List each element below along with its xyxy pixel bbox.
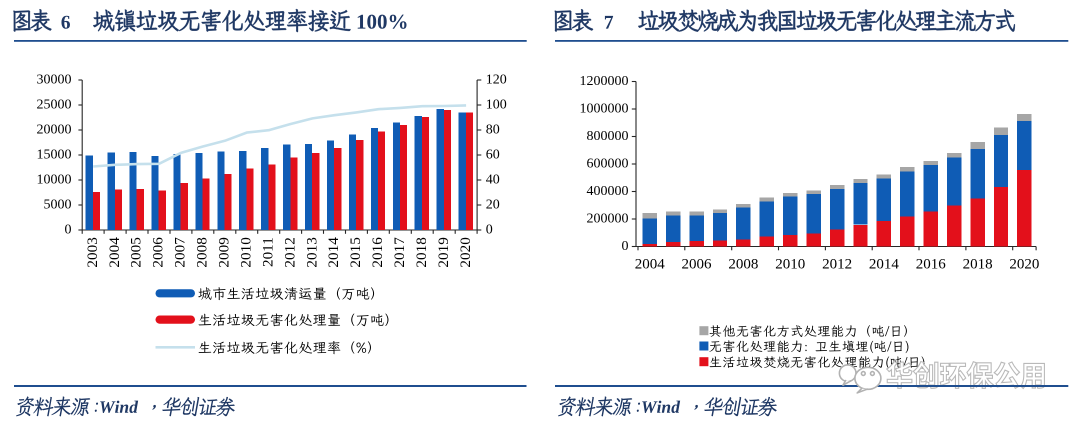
svg-text:25000: 25000 [37, 98, 72, 113]
svg-text:2020: 2020 [457, 237, 474, 268]
svg-text:20000: 20000 [37, 123, 72, 138]
svg-text:2005: 2005 [128, 237, 145, 267]
svg-text:2011: 2011 [259, 237, 276, 267]
svg-text:30000: 30000 [37, 73, 72, 88]
svg-text:2018: 2018 [963, 257, 993, 273]
svg-text:2006: 2006 [682, 257, 713, 273]
svg-text:0: 0 [622, 239, 629, 254]
svg-text:2003: 2003 [84, 237, 101, 267]
svg-text:2008: 2008 [194, 237, 211, 268]
svg-text:40: 40 [486, 173, 500, 188]
svg-text:80: 80 [486, 123, 500, 138]
svg-text:2010: 2010 [775, 257, 805, 273]
svg-text:15000: 15000 [37, 148, 72, 163]
svg-text:2004: 2004 [106, 237, 123, 268]
svg-text:2013: 2013 [303, 237, 320, 267]
svg-text:2019: 2019 [435, 237, 452, 267]
svg-text:2007: 2007 [172, 237, 189, 268]
svg-text:0: 0 [65, 223, 72, 238]
svg-text:200000: 200000 [587, 212, 629, 227]
svg-text:100: 100 [486, 98, 507, 113]
svg-text:2017: 2017 [391, 237, 408, 268]
svg-text:2006: 2006 [150, 237, 167, 268]
svg-text:1200000: 1200000 [580, 74, 629, 89]
svg-text:2004: 2004 [635, 257, 666, 273]
svg-text:2020: 2020 [1009, 257, 1039, 273]
svg-text:2009: 2009 [216, 237, 233, 267]
svg-text:2014: 2014 [869, 257, 900, 273]
svg-text:2016: 2016 [916, 257, 947, 273]
svg-text:2016: 2016 [369, 237, 386, 268]
svg-text:2012: 2012 [281, 237, 298, 267]
svg-text:1000000: 1000000 [580, 102, 629, 117]
svg-text:5000: 5000 [44, 198, 72, 213]
svg-text:2012: 2012 [822, 257, 852, 273]
svg-text:600000: 600000 [587, 157, 629, 172]
svg-text:800000: 800000 [587, 129, 629, 144]
svg-text:20: 20 [486, 198, 500, 213]
svg-text:0: 0 [486, 223, 493, 238]
svg-text:2014: 2014 [325, 237, 342, 268]
svg-text:400000: 400000 [587, 184, 629, 199]
svg-text:120: 120 [486, 73, 507, 88]
svg-text:2010: 2010 [237, 237, 254, 268]
svg-text:2018: 2018 [413, 237, 430, 268]
svg-text:2008: 2008 [728, 257, 758, 273]
svg-text:10000: 10000 [37, 173, 72, 188]
svg-text:2015: 2015 [347, 237, 364, 267]
svg-text:60: 60 [486, 148, 500, 163]
